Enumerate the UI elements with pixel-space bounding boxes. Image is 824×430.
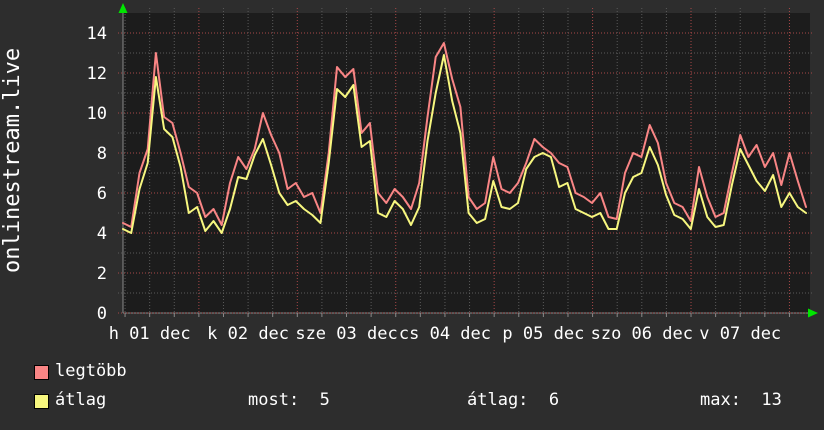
x-day-label: k 02 dec: [207, 324, 289, 344]
x-day-label: v 07 dec: [699, 324, 781, 344]
stat-atlag: átlag: 6: [467, 390, 560, 410]
legend-swatch-atlag: [34, 394, 49, 409]
legend-swatch-legtobb: [34, 365, 49, 380]
y-tick-label: 0: [97, 304, 107, 324]
x-day-label: cs 04 dec: [399, 324, 491, 344]
x-day-label: h 01 dec: [109, 324, 191, 344]
legend-label-atlag: átlag: [55, 390, 107, 410]
stat-max: max: 13: [700, 390, 782, 410]
x-day-label: p 05 dec: [502, 324, 584, 344]
y-tick-label: 6: [97, 184, 107, 204]
y-tick-label: 10: [87, 104, 107, 124]
y-tick-label: 4: [97, 224, 107, 244]
legend-label-legtobb: legtöbb: [55, 361, 127, 381]
time-series-chart: 0 2 4 6 8 10 12 14 h 01 dec k 02 dec sze 03 dec cs …: [87, 3, 818, 344]
y-tick-label: 8: [97, 144, 107, 164]
y-tick-label: 2: [97, 264, 107, 284]
y-tick-label: 12: [87, 64, 107, 84]
stat-most: most: 5: [248, 390, 330, 410]
x-day-label: szo 06 dec: [591, 324, 693, 344]
x-day-label: sze 03 dec: [295, 324, 397, 344]
y-tick-label: 14: [87, 24, 107, 44]
